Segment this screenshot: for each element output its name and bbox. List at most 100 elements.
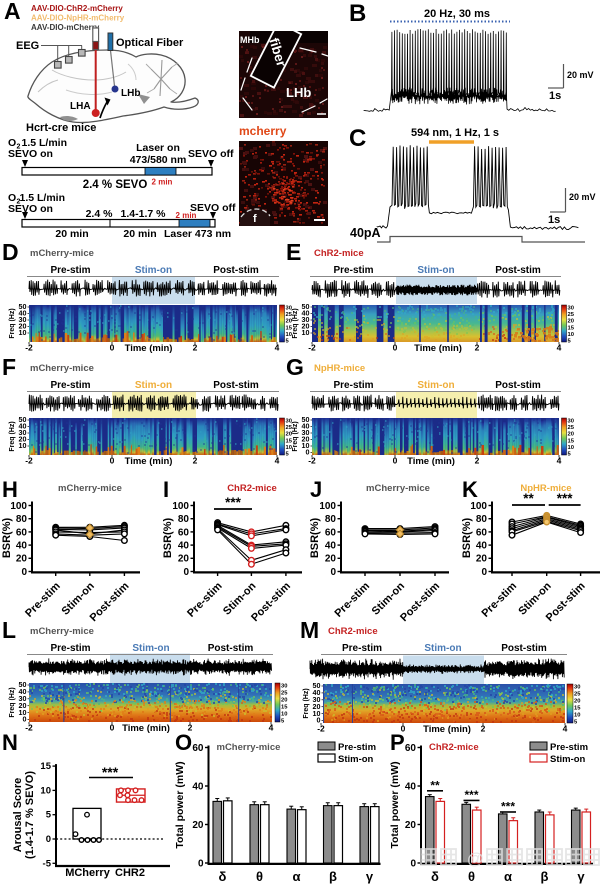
svg-text:Pre-stim: Pre-stim xyxy=(550,742,588,753)
svg-text:α: α xyxy=(293,869,301,884)
svg-text:SEVO off: SEVO off xyxy=(188,148,234,160)
svg-text:20: 20 xyxy=(313,702,321,711)
svg-text:K: K xyxy=(462,477,478,502)
svg-text:100: 100 xyxy=(470,501,487,512)
svg-text:20: 20 xyxy=(574,699,580,705)
svg-text:0: 0 xyxy=(393,343,398,353)
svg-text:100: 100 xyxy=(319,501,336,512)
svg-text:50: 50 xyxy=(302,415,310,424)
svg-text:80: 80 xyxy=(325,514,337,525)
svg-text:2: 2 xyxy=(193,343,198,353)
svg-text:60: 60 xyxy=(476,527,488,538)
svg-text:Pre-stim: Pre-stim xyxy=(333,380,373,391)
svg-text:P: P xyxy=(390,730,405,755)
svg-text:40: 40 xyxy=(178,541,190,552)
svg-text:Pre-stim: Pre-stim xyxy=(333,265,373,276)
svg-text:CHR2: CHR2 xyxy=(115,867,145,879)
svg-text:10: 10 xyxy=(568,332,574,338)
svg-text:LHb: LHb xyxy=(121,88,140,99)
svg-text:30: 30 xyxy=(568,306,574,312)
svg-text:γ: γ xyxy=(366,869,374,884)
svg-text:30: 30 xyxy=(19,428,27,437)
svg-text:mcherry: mcherry xyxy=(239,124,287,138)
svg-text:0: 0 xyxy=(401,724,406,734)
svg-text:10: 10 xyxy=(286,445,292,451)
svg-text:2: 2 xyxy=(475,343,480,353)
svg-text:Pre-stim: Pre-stim xyxy=(50,265,90,276)
svg-text:θ: θ xyxy=(468,869,475,884)
svg-text:25: 25 xyxy=(568,425,575,431)
svg-text:20: 20 xyxy=(16,554,28,565)
svg-text:ChR2-mice: ChR2-mice xyxy=(227,483,277,494)
svg-text:80: 80 xyxy=(476,514,488,525)
svg-text:40: 40 xyxy=(192,781,204,792)
svg-text:20: 20 xyxy=(19,701,27,710)
svg-text:20 mV: 20 mV xyxy=(569,192,596,202)
svg-text:Freq (Hz): Freq (Hz) xyxy=(9,687,16,717)
svg-text:Time (min): Time (min) xyxy=(414,343,462,354)
svg-text:Freq (Hz): Freq (Hz) xyxy=(303,688,310,718)
svg-text:δ: δ xyxy=(219,869,227,884)
svg-text:80: 80 xyxy=(16,514,28,525)
svg-text:Stim-on: Stim-on xyxy=(424,643,461,654)
svg-text:SEVO on: SEVO on xyxy=(8,148,53,160)
svg-text:F: F xyxy=(2,354,16,380)
svg-text:5: 5 xyxy=(568,339,572,345)
svg-text:20: 20 xyxy=(568,319,574,325)
svg-text:25: 25 xyxy=(286,425,293,431)
svg-text:15: 15 xyxy=(568,438,575,444)
svg-text:Total power (mW): Total power (mW) xyxy=(174,761,186,848)
svg-text:1s: 1s xyxy=(548,214,560,226)
svg-text:G: G xyxy=(286,354,304,380)
svg-text:5: 5 xyxy=(574,720,578,726)
svg-text:5: 5 xyxy=(286,452,290,458)
svg-text:15: 15 xyxy=(286,325,293,331)
svg-text:AAV-DIO-NpHR-mCherry: AAV-DIO-NpHR-mCherry xyxy=(31,14,125,23)
svg-text:BSR(%): BSR(%) xyxy=(461,518,473,559)
svg-text:10: 10 xyxy=(281,712,287,718)
svg-text:60: 60 xyxy=(325,527,337,538)
svg-text:50: 50 xyxy=(19,680,27,689)
svg-text:10: 10 xyxy=(302,441,310,450)
svg-text:MHb: MHb xyxy=(240,35,260,45)
svg-text:β: β xyxy=(329,869,337,884)
svg-text:2.4 % SEVO: 2.4 % SEVO xyxy=(83,179,148,191)
svg-text:Freq (Hz): Freq (Hz) xyxy=(9,308,16,338)
svg-text:1s: 1s xyxy=(549,90,561,102)
svg-text:**: ** xyxy=(430,778,440,792)
svg-text:20: 20 xyxy=(19,322,27,331)
svg-text:NpHR-mice: NpHR-mice xyxy=(520,483,571,494)
svg-text:Post-stim: Post-stim xyxy=(495,265,541,276)
svg-text:NpHR-mice: NpHR-mice xyxy=(314,363,365,374)
svg-text:Post-stim: Post-stim xyxy=(213,380,259,391)
svg-text:40: 40 xyxy=(19,422,27,431)
svg-text:ChR2-mice: ChR2-mice xyxy=(328,626,378,637)
svg-text:f: f xyxy=(253,213,257,225)
svg-text:Laser on: Laser on xyxy=(136,142,180,154)
svg-text:20: 20 xyxy=(281,698,287,704)
svg-text:1.4-1.7 %: 1.4-1.7 % xyxy=(121,208,167,220)
svg-text:4: 4 xyxy=(275,456,280,466)
svg-text:20: 20 xyxy=(405,820,417,831)
svg-text:Pre-stim: Pre-stim xyxy=(50,380,90,391)
svg-text:5: 5 xyxy=(281,719,285,725)
svg-text:0: 0 xyxy=(46,834,51,845)
svg-text:ChR2-mice: ChR2-mice xyxy=(314,248,364,259)
svg-text:4: 4 xyxy=(275,343,280,353)
svg-text:0: 0 xyxy=(393,456,398,466)
svg-text:2: 2 xyxy=(188,723,193,733)
svg-text:β: β xyxy=(541,869,549,884)
svg-text:60: 60 xyxy=(16,527,28,538)
svg-text:Stim-on: Stim-on xyxy=(132,643,169,654)
svg-text:A: A xyxy=(4,0,21,24)
svg-text:10: 10 xyxy=(19,328,27,337)
svg-text:4: 4 xyxy=(269,723,274,733)
svg-text:Post-stim: Post-stim xyxy=(213,265,259,276)
svg-text:-2: -2 xyxy=(25,456,33,466)
svg-text:SEVO on: SEVO on xyxy=(8,203,53,215)
svg-text:5: 5 xyxy=(46,810,52,821)
svg-text:10: 10 xyxy=(568,445,574,451)
svg-text:L: L xyxy=(2,617,16,643)
svg-text:-2: -2 xyxy=(308,343,316,353)
svg-text:Hcrt-cre mice: Hcrt-cre mice xyxy=(26,122,96,134)
